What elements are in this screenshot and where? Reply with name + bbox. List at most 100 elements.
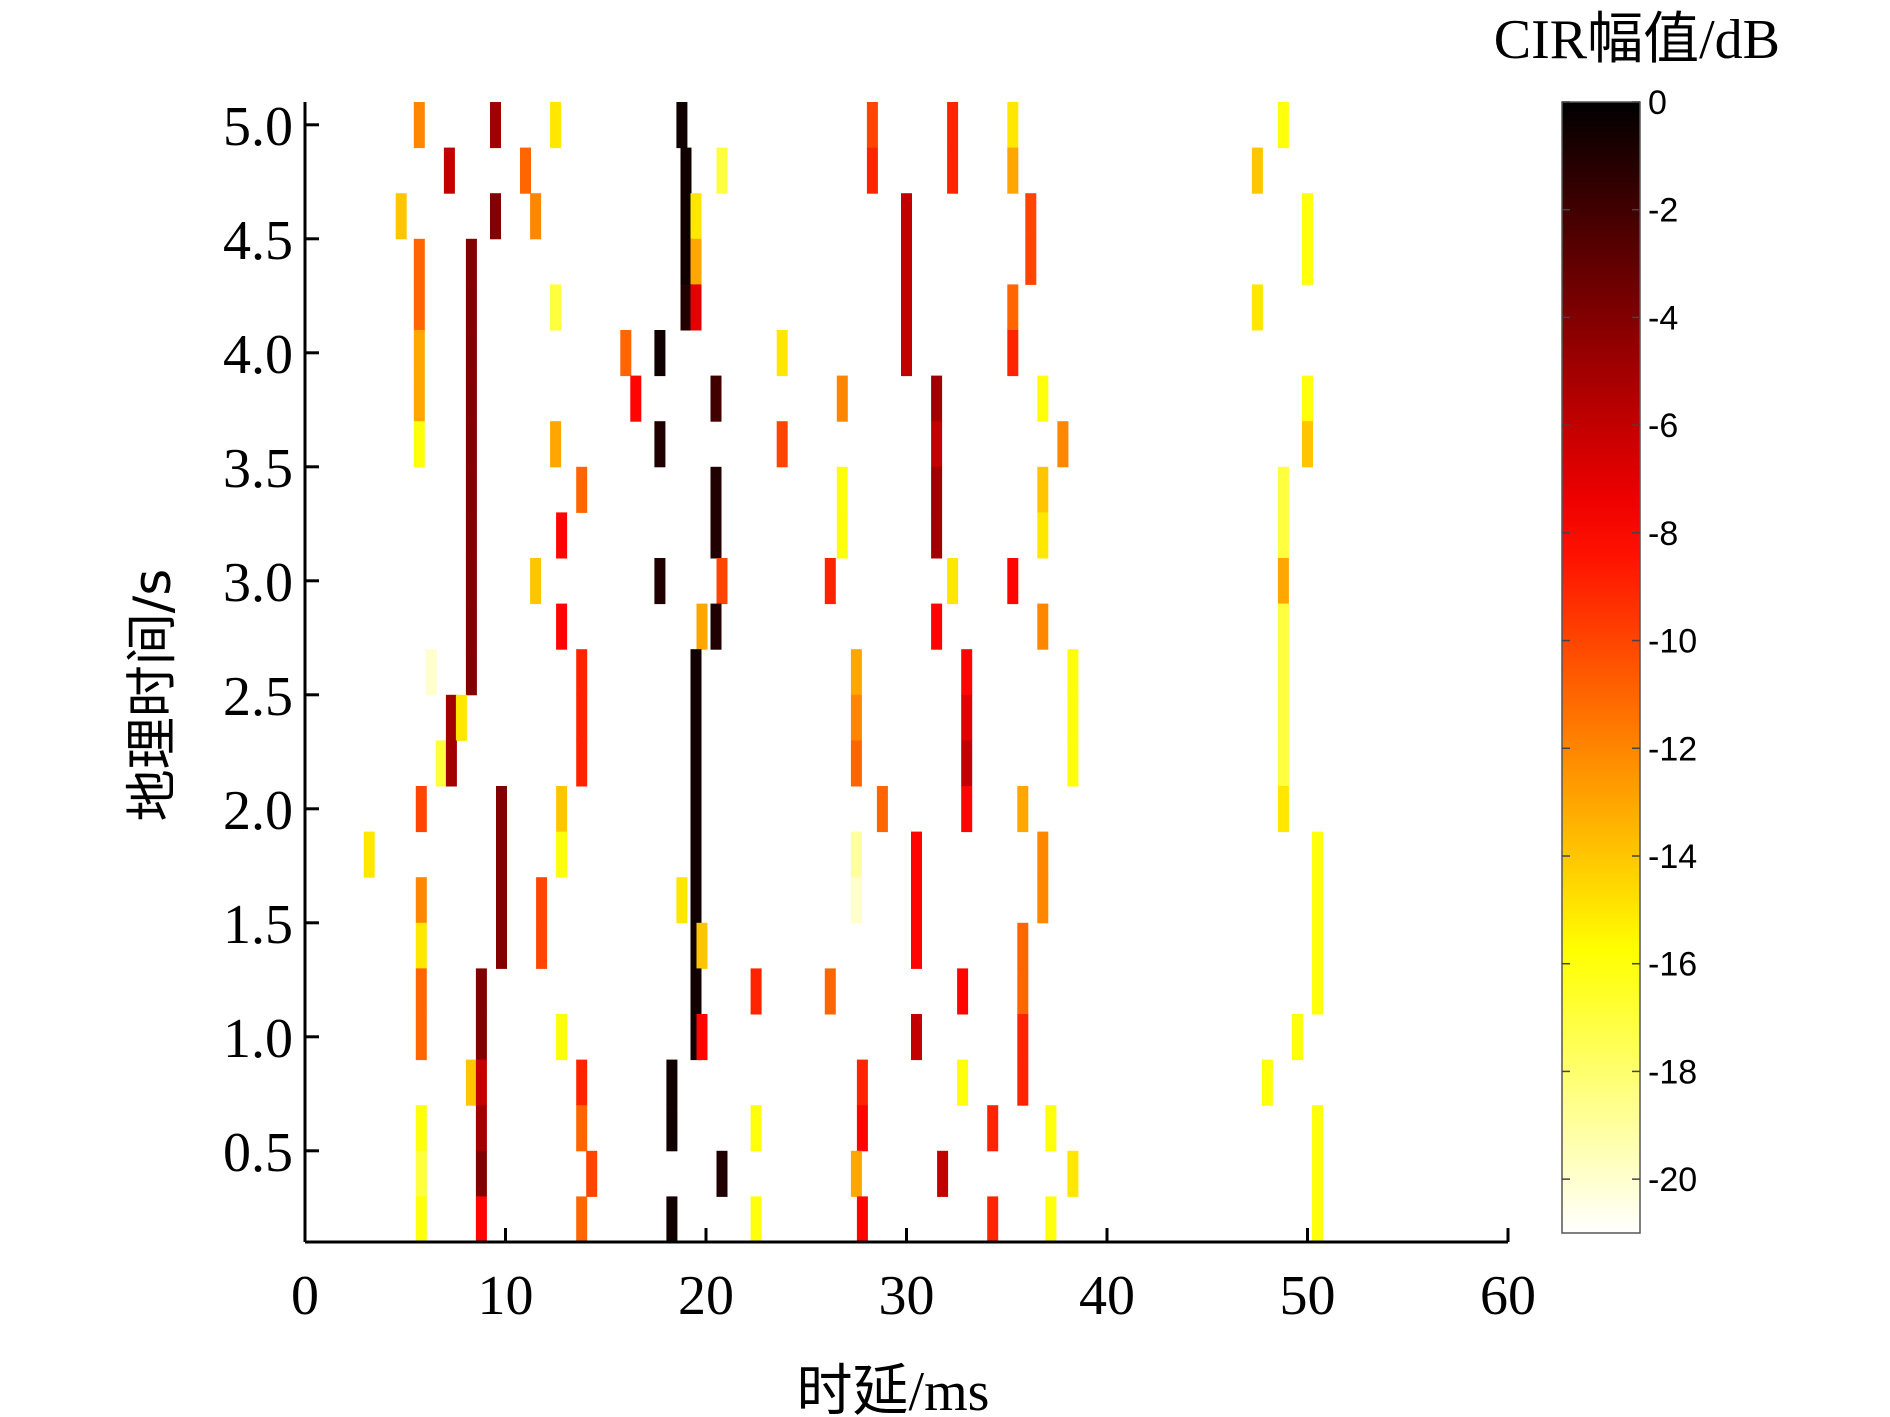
heatmap-cell: [1312, 922, 1323, 969]
x-axis-label: 时延/ms: [797, 1361, 990, 1417]
heatmap-cell: [1292, 1014, 1303, 1061]
heatmap-cell: [911, 1014, 922, 1061]
heatmap-cell: [1007, 330, 1019, 377]
heatmap-cell: [1037, 831, 1049, 878]
heatmap-cell: [690, 831, 702, 878]
heatmap-cell: [901, 330, 912, 377]
heatmap-cell: [413, 238, 425, 285]
x-tick-label: 20: [678, 1265, 734, 1327]
heatmap-cell: [490, 193, 501, 240]
heatmap-cell: [630, 375, 642, 422]
colorbar-tick-label: -18: [1648, 1053, 1697, 1091]
x-tick-label: 60: [1480, 1265, 1536, 1327]
heatmap-cell: [716, 147, 728, 194]
heatmap-cell: [576, 1059, 588, 1106]
heatmap-cell: [1251, 284, 1263, 331]
colorbar-tick-label: -8: [1648, 515, 1678, 553]
heatmap-cell: [1007, 558, 1019, 605]
heatmap-cell: [1037, 877, 1049, 924]
heatmap-cell: [1312, 1105, 1323, 1152]
heatmap-cell: [931, 375, 943, 422]
heatmap-cell: [1017, 1014, 1029, 1061]
y-tick-label: 2.0: [223, 780, 293, 842]
heatmap-cell: [931, 421, 943, 468]
y-tick-label: 2.5: [223, 666, 293, 728]
heatmap-cell: [475, 1014, 487, 1061]
x-tick-label: 0: [291, 1265, 319, 1327]
heatmap-cell: [496, 831, 507, 878]
heatmap-cell: [550, 421, 562, 468]
heatmap-cell: [1312, 1196, 1323, 1243]
heatmap-cell: [415, 1196, 427, 1243]
heatmap-cell: [415, 1150, 427, 1197]
heatmap-cell: [520, 147, 531, 194]
heatmap-cell: [690, 740, 702, 787]
heatmap-cell: [475, 1059, 487, 1106]
heatmap-cell: [1277, 102, 1289, 149]
heatmap-cell: [680, 238, 692, 285]
heatmap-cell: [1312, 968, 1323, 1015]
heatmap-cell: [776, 421, 788, 468]
heatmap-cell: [413, 330, 425, 377]
heatmap-cell: [710, 466, 722, 513]
heatmap-cell: [680, 284, 692, 331]
heatmap-cell: [947, 147, 959, 194]
heatmap-cell: [1277, 512, 1289, 559]
heatmap-cell: [710, 603, 722, 650]
heatmap-cell: [415, 968, 427, 1015]
heatmap-cell: [850, 694, 862, 741]
heatmap-cell: [1007, 284, 1019, 331]
heatmap-cell: [620, 330, 632, 377]
heatmap-cell: [947, 558, 959, 605]
heatmap-cell: [576, 740, 588, 787]
heatmap-cell: [465, 1059, 477, 1106]
heatmap-cell: [931, 512, 943, 559]
y-tick-label: 0.5: [223, 1122, 293, 1184]
heatmap-cell: [957, 1059, 969, 1106]
heatmap-cell: [465, 284, 477, 331]
heatmap-cell: [413, 375, 425, 422]
heatmap-cell: [550, 284, 562, 331]
heatmap-cell: [676, 877, 688, 924]
colorbar-tick-label: -10: [1648, 623, 1697, 661]
heatmap-cell: [1045, 1196, 1057, 1243]
heatmap-cell: [680, 193, 692, 240]
y-tick-label: 4.5: [223, 210, 293, 272]
heatmap-cell: [1025, 238, 1037, 285]
heatmap-cell: [666, 1105, 678, 1152]
heatmap-cell: [475, 968, 487, 1015]
heatmap-cell: [536, 922, 548, 969]
heatmap-cell: [556, 786, 568, 833]
heatmap-cell: [1067, 694, 1079, 741]
heatmap-cell: [1277, 694, 1289, 741]
heatmap-cell: [363, 831, 375, 878]
y-tick-label: 3.0: [223, 552, 293, 614]
heatmap-cell: [856, 1105, 868, 1152]
heatmap-cell: [1312, 877, 1323, 924]
heatmap-cell: [961, 740, 973, 787]
heatmap-cell: [937, 1150, 949, 1197]
heatmap-cell: [415, 1105, 427, 1152]
heatmap-cell: [455, 694, 467, 741]
heatmap-cell: [690, 1014, 702, 1061]
heatmap-cell: [556, 1014, 568, 1061]
heatmap-cell: [465, 512, 477, 559]
heatmap-cell: [690, 694, 702, 741]
heatmap-cell: [435, 740, 447, 787]
heatmap-cell: [680, 147, 692, 194]
heatmap-cell: [1302, 375, 1313, 422]
x-tick-label: 50: [1280, 1265, 1336, 1327]
heatmap-cell: [445, 694, 457, 741]
heatmap-cell: [1277, 786, 1289, 833]
heatmap-cell: [690, 649, 702, 696]
heatmap-cell: [850, 740, 862, 787]
heatmap-cell: [931, 466, 943, 513]
heatmap-cell: [1312, 831, 1323, 878]
heatmap-cell: [850, 1150, 862, 1197]
heatmap-cell: [550, 102, 562, 149]
heatmap-cell: [911, 922, 922, 969]
heatmap-cell: [690, 786, 702, 833]
x-tick-label: 40: [1079, 1265, 1135, 1327]
heatmap-cell: [465, 421, 477, 468]
heatmap-cell: [1261, 1059, 1273, 1106]
